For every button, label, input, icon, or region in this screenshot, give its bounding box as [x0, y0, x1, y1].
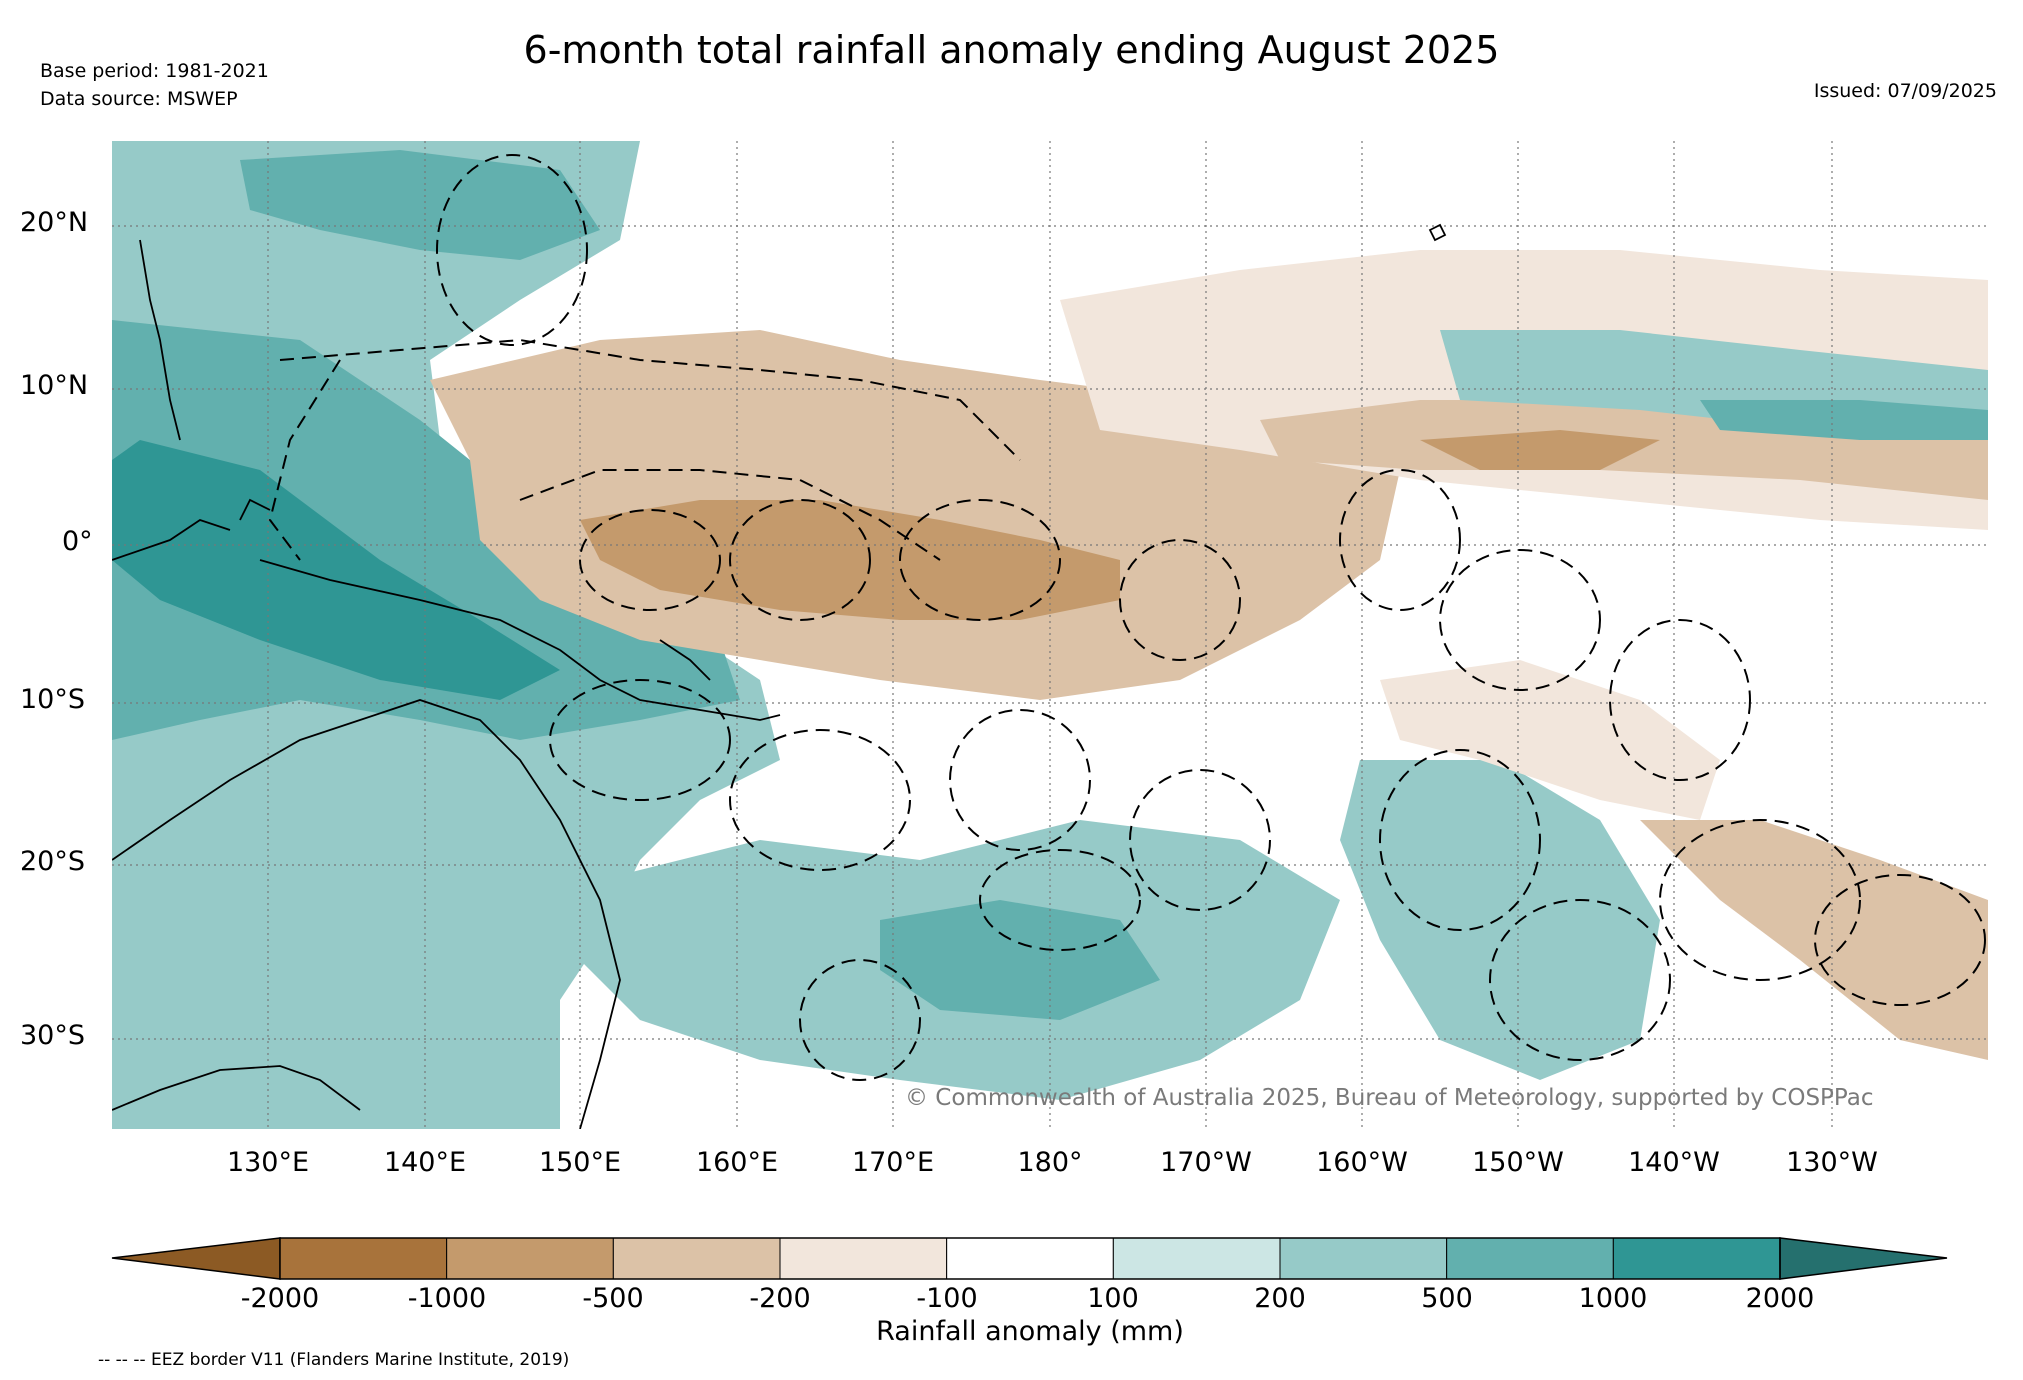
colorbar-tick: 1000: [1578, 1283, 1648, 1314]
colorbar-label: Rainfall anomaly (mm): [876, 1316, 1184, 1347]
colorbar-tick: -2000: [240, 1283, 320, 1314]
data-source: Data source: MSWEP: [40, 88, 238, 110]
lon-label-130w: 130°W: [1786, 1147, 1878, 1178]
chart-title: 6-month total rainfall anomaly ending Au…: [523, 28, 1500, 72]
anomaly-dry-north-strong: [1420, 430, 1660, 470]
map-gridlines: [112, 141, 1988, 1129]
lat-label-30s: 30°S: [20, 1020, 85, 1051]
colorbar-tick: -100: [916, 1283, 978, 1314]
anomaly-wet-south-core: [880, 900, 1160, 1020]
anomaly-wet-northeast-core: [1700, 400, 1988, 440]
colorbar-tick: 200: [1254, 1283, 1306, 1314]
lat-label-20s: 20°S: [20, 846, 85, 877]
anomaly-wet-north: [240, 150, 600, 260]
lon-label-170e: 170°E: [851, 1147, 935, 1178]
anomaly-wet-maritime-strong: [112, 440, 560, 700]
lon-label-180: 180°: [1017, 1147, 1083, 1178]
issued-date: Issued: 07/09/2025: [1813, 80, 1997, 102]
coastlines: [112, 223, 1447, 1129]
colorbar-tick: -500: [582, 1283, 644, 1314]
colorbar-tick: -1000: [407, 1283, 487, 1314]
lon-label-140e: 140°E: [383, 1147, 467, 1178]
colorbar-tick: -200: [749, 1283, 811, 1314]
lon-label-130e: 130°E: [226, 1147, 310, 1178]
anomaly-wet-southeast: [1340, 760, 1660, 1080]
lon-label-160e: 160°E: [695, 1147, 779, 1178]
lat-label-10n: 10°N: [20, 370, 89, 401]
lon-label-140w: 140°W: [1628, 1147, 1720, 1178]
lon-label-150w: 150°W: [1472, 1147, 1564, 1178]
lat-label-20n: 20°N: [20, 207, 89, 238]
colorbar-tick: 2000: [1745, 1283, 1815, 1314]
colorbar-tick: 100: [1087, 1283, 1139, 1314]
copyright-notice: © Commonwealth of Australia 2025, Bureau…: [905, 1085, 1874, 1111]
lon-label-170w: 170°W: [1160, 1147, 1252, 1178]
anomaly-dry-east-light: [1380, 660, 1720, 820]
lon-label-160w: 160°W: [1316, 1147, 1408, 1178]
eez-border-note: -- -- -- EEZ border V11 (Flanders Marine…: [98, 1350, 570, 1370]
lat-label-10s: 10°S: [20, 684, 85, 715]
anomaly-dry-equatorial-mid: [580, 500, 1120, 620]
anomaly-dry-southeast: [1640, 820, 1988, 1060]
eez-borders: [268, 154, 1986, 1081]
lat-label-0: 0°: [62, 526, 93, 557]
colorbar-tick: 500: [1421, 1283, 1473, 1314]
lon-label-150e: 150°E: [538, 1147, 622, 1178]
base-period: Base period: 1981-2021: [40, 60, 269, 82]
